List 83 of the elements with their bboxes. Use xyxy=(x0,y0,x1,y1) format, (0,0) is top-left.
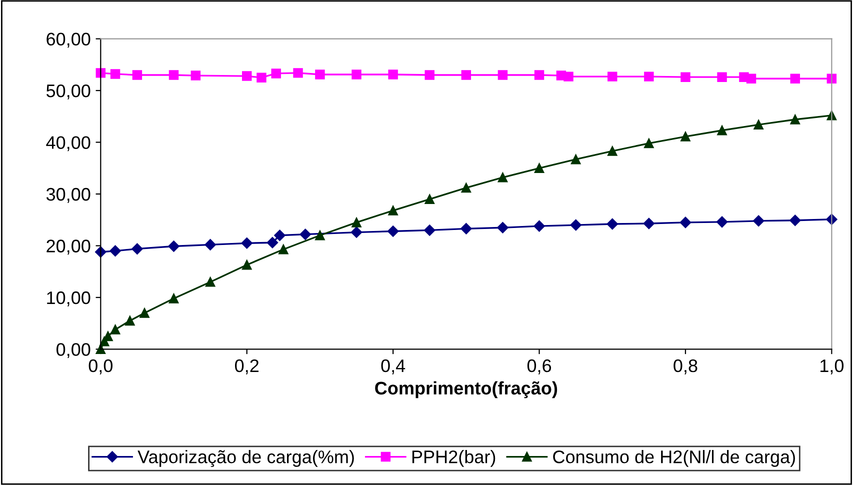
point xyxy=(190,70,201,80)
y-tick-label: 40,00 xyxy=(46,136,90,152)
point xyxy=(716,216,728,228)
point xyxy=(125,316,135,326)
point xyxy=(352,218,362,228)
point xyxy=(461,182,472,193)
point xyxy=(424,194,434,204)
x-tick-label: 1,0 xyxy=(820,359,844,374)
point xyxy=(680,72,690,82)
point xyxy=(564,72,574,82)
point xyxy=(242,260,252,270)
point xyxy=(644,138,654,148)
point xyxy=(168,294,179,304)
point xyxy=(790,74,800,84)
point xyxy=(608,146,618,156)
x-tick-label: 0,2 xyxy=(235,359,259,374)
point xyxy=(643,218,655,230)
point xyxy=(168,70,179,80)
x-tick-label: 0,6 xyxy=(527,359,552,374)
point xyxy=(644,72,654,82)
legend-label: Consumo de H2(Nl/l de carga) xyxy=(553,450,795,467)
point xyxy=(570,219,582,231)
point xyxy=(752,215,764,227)
point xyxy=(460,223,472,234)
point xyxy=(790,114,800,124)
point xyxy=(424,224,436,236)
point xyxy=(315,70,325,80)
point xyxy=(534,70,544,80)
point xyxy=(293,68,303,78)
point xyxy=(534,220,545,232)
x-axis-title: Comprimento(fração) xyxy=(375,381,558,398)
point xyxy=(498,70,508,80)
legend-label: PPH2(bar) xyxy=(412,450,496,467)
y-tick-label: 20,00 xyxy=(46,240,90,255)
x-tick-label: 0,0 xyxy=(88,359,112,374)
point xyxy=(110,245,121,257)
point xyxy=(271,68,281,78)
point xyxy=(278,244,288,254)
point xyxy=(717,72,727,82)
point xyxy=(352,70,362,80)
point xyxy=(498,172,508,182)
y-tick-label: 30,00 xyxy=(46,188,90,203)
point xyxy=(110,69,120,79)
point xyxy=(110,324,120,334)
point xyxy=(274,230,286,241)
x-tick-label: 0,8 xyxy=(674,359,698,374)
point xyxy=(266,237,278,248)
point xyxy=(168,240,180,252)
y-tick-label: 50,00 xyxy=(46,84,90,100)
point xyxy=(790,214,801,226)
point xyxy=(608,72,618,82)
point xyxy=(717,126,727,136)
point xyxy=(746,74,756,84)
point xyxy=(205,277,216,287)
point xyxy=(132,243,143,254)
point xyxy=(300,228,311,240)
y-tick-label: 60,00 xyxy=(46,32,90,48)
point xyxy=(534,163,544,173)
point xyxy=(461,70,472,80)
point xyxy=(680,132,690,142)
point xyxy=(497,222,508,234)
point xyxy=(103,331,113,342)
point xyxy=(315,230,325,240)
point xyxy=(388,206,398,216)
point xyxy=(140,308,150,318)
point xyxy=(680,216,692,228)
y-tick-label: 10,00 xyxy=(47,291,90,306)
point xyxy=(242,71,252,81)
point xyxy=(754,120,764,130)
x-tick-label: 0,4 xyxy=(381,359,406,374)
legend-label: Vaporização de carga(%m) xyxy=(138,450,354,467)
point xyxy=(96,68,106,78)
point xyxy=(350,226,362,238)
point xyxy=(606,218,618,230)
point xyxy=(387,226,399,237)
y-tick-label: 0,00 xyxy=(56,343,90,358)
point xyxy=(132,70,142,80)
point xyxy=(424,70,434,80)
point xyxy=(241,238,252,249)
point xyxy=(570,154,581,164)
point xyxy=(256,72,266,82)
point xyxy=(388,70,398,80)
point xyxy=(204,239,216,250)
